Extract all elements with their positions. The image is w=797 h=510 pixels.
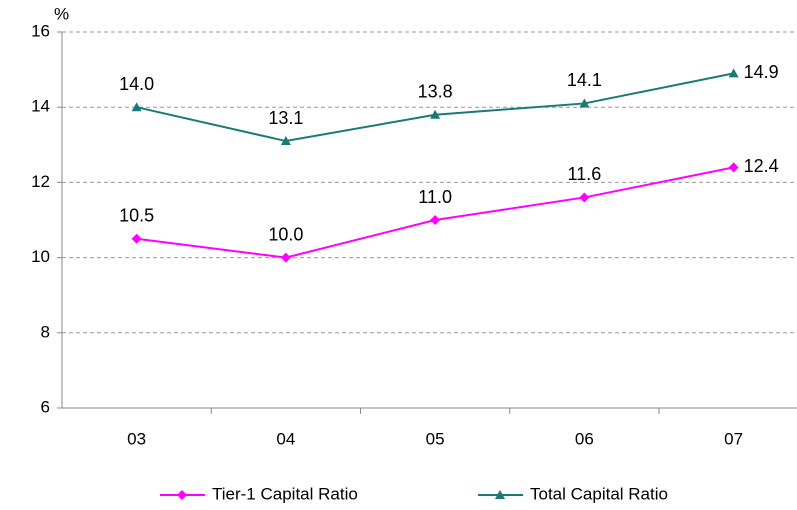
x-tick-label: 05 <box>426 429 445 448</box>
data-label: 12.4 <box>744 156 779 176</box>
point <box>728 162 739 173</box>
x-tick-label: 06 <box>575 429 594 448</box>
x-tick-label: 04 <box>276 429 295 448</box>
data-label: 11.6 <box>568 164 602 184</box>
y-tick-label: 16 <box>31 21 50 40</box>
y-tick-label: 12 <box>31 172 50 191</box>
y-tick-label: 6 <box>41 397 50 416</box>
legend-label: Total Capital Ratio <box>530 484 668 503</box>
x-tick-label: 03 <box>127 429 146 448</box>
point <box>177 490 187 500</box>
point <box>495 490 505 499</box>
data-label: 14.0 <box>119 74 154 94</box>
point <box>728 68 739 78</box>
data-label: 14.9 <box>744 62 779 82</box>
data-label: 13.1 <box>268 108 303 128</box>
data-label: 13.8 <box>418 81 453 101</box>
point <box>430 109 441 119</box>
y-tick-label: 14 <box>31 97 50 116</box>
y-unit-label: % <box>54 4 69 23</box>
data-label: 11.0 <box>418 187 452 207</box>
point <box>430 215 441 225</box>
point <box>579 192 590 203</box>
legend-label: Tier-1 Capital Ratio <box>212 484 358 503</box>
data-label: 14.1 <box>567 70 602 90</box>
point <box>131 102 142 112</box>
x-tick-label: 07 <box>724 429 743 448</box>
point <box>280 252 291 263</box>
series-line <box>136 166 734 259</box>
data-label: 10.5 <box>119 206 154 226</box>
point <box>131 233 142 244</box>
point <box>579 98 590 108</box>
y-tick-label: 10 <box>31 247 50 266</box>
point <box>280 136 291 146</box>
y-tick-label: 8 <box>41 322 50 341</box>
data-label: 10.0 <box>268 224 303 244</box>
